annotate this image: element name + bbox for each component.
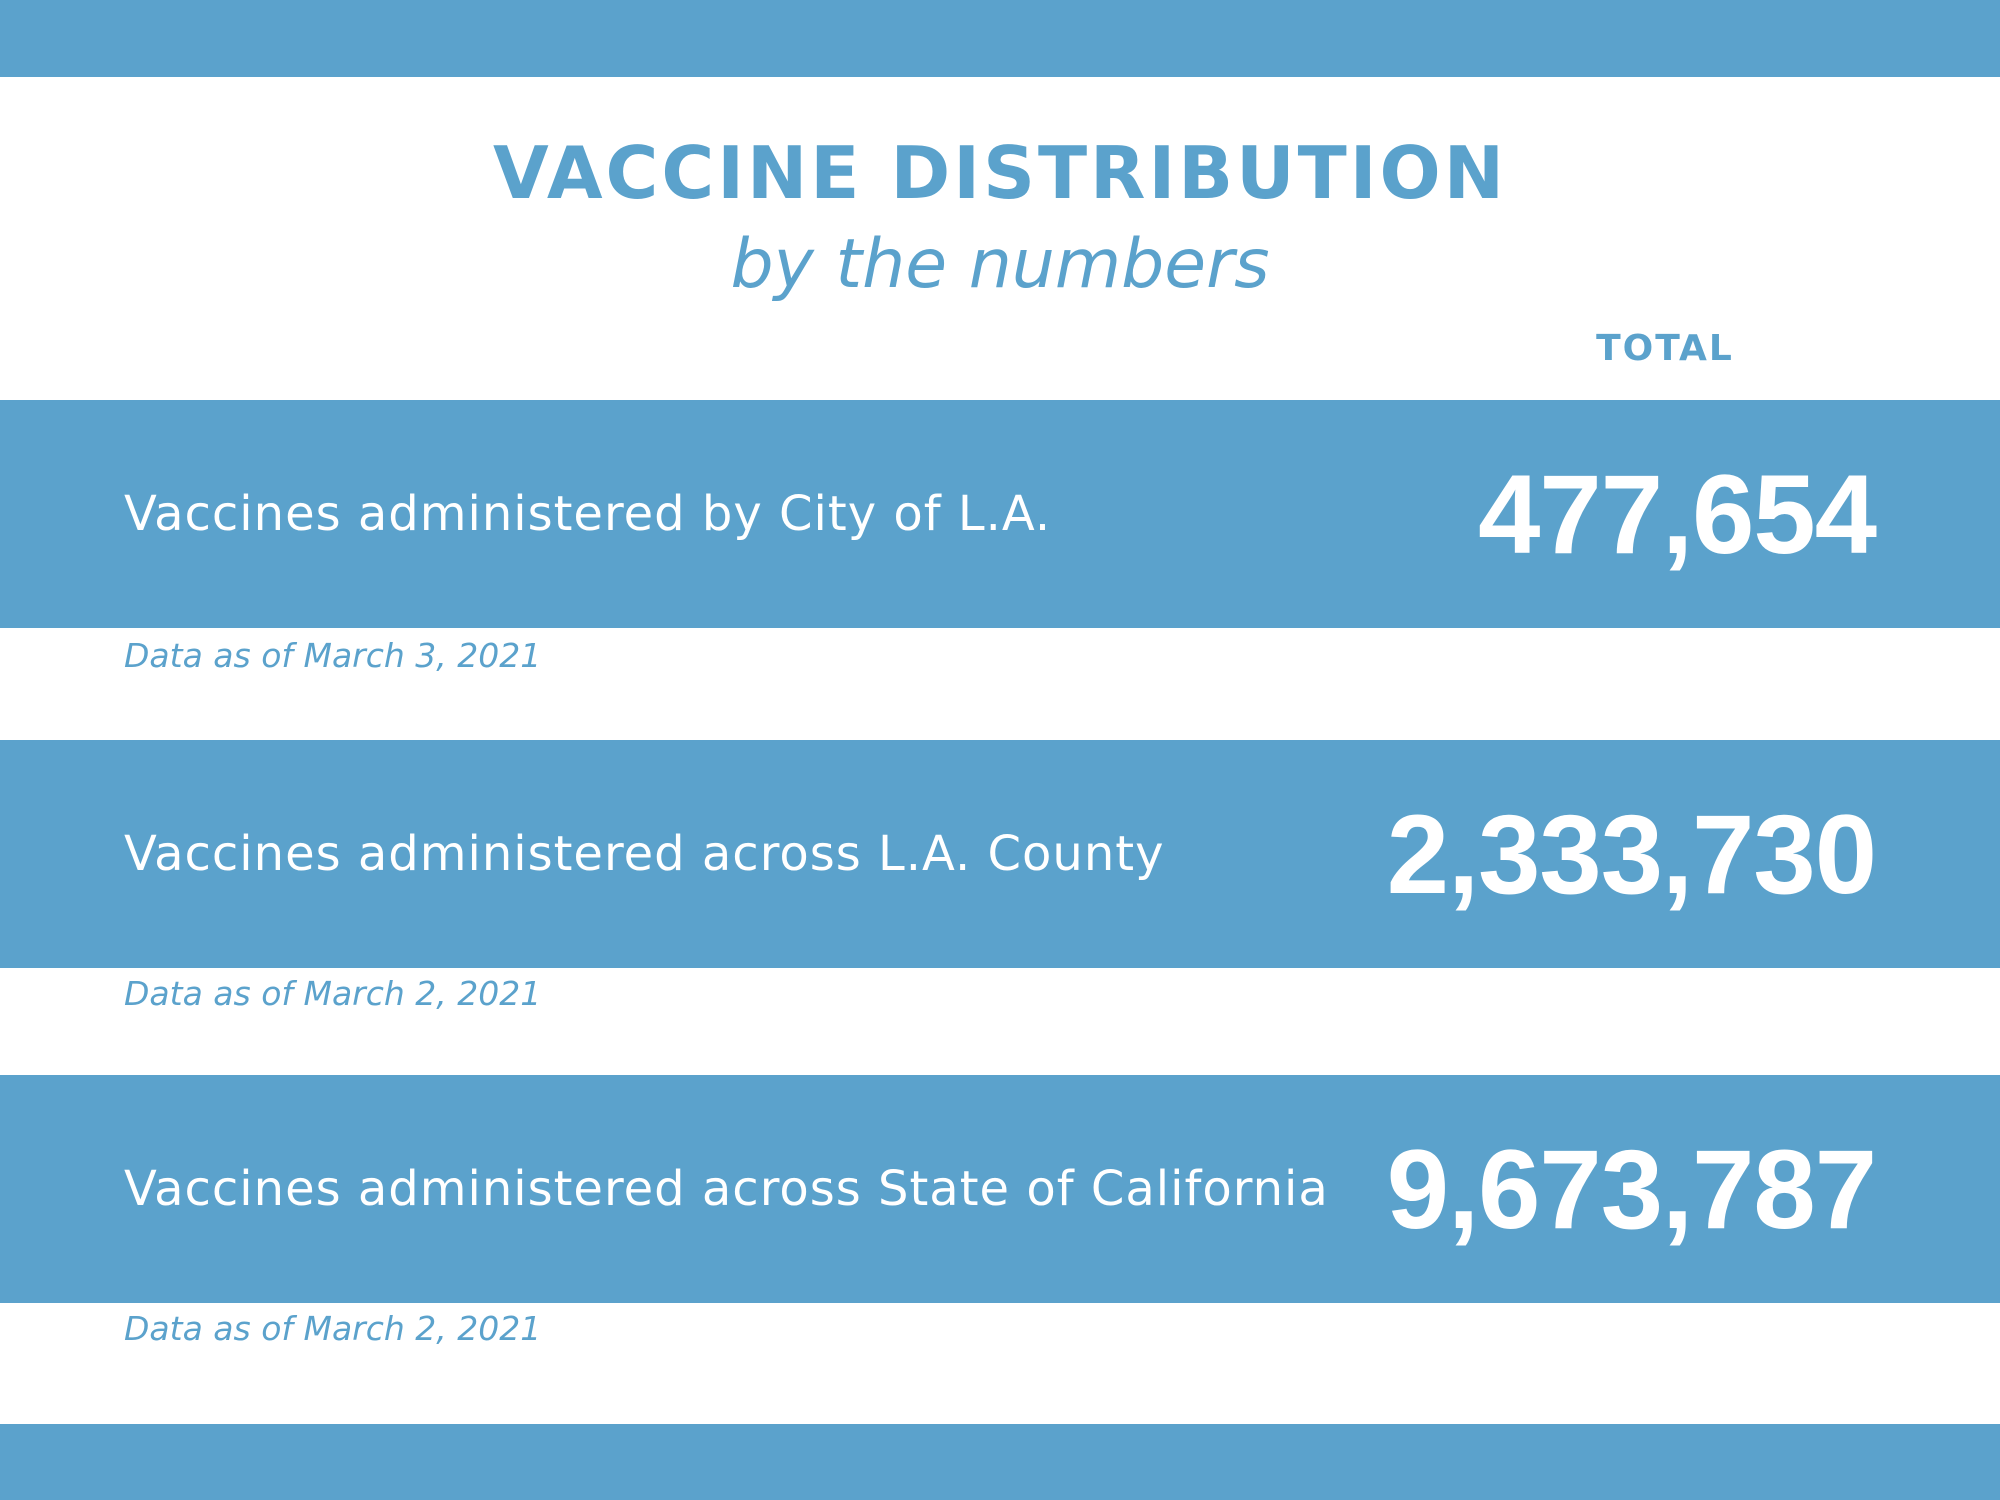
page-title: VACCINE DISTRIBUTION [493,131,1507,215]
stat-label: Vaccines administered by City of L.A. [124,486,1052,542]
bottom-banner [0,1424,2000,1500]
stat-value: 9,673,787 [1386,1126,1877,1252]
data-date-note: Data as of March 3, 2021 [124,636,542,675]
stat-row-county: Vaccines administered across L.A. County… [0,740,2000,968]
stat-value: 477,654 [1478,451,1877,577]
stat-label: Vaccines administered across State of Ca… [124,1161,1329,1217]
stat-label: Vaccines administered across L.A. County [124,826,1165,882]
page-subtitle: by the numbers [730,225,1270,304]
total-column-label: TOTAL [1596,328,1734,369]
top-banner [0,0,2000,77]
stat-value: 2,333,730 [1386,791,1877,917]
data-date-note: Data as of March 2, 2021 [124,1309,542,1348]
stat-row-state: Vaccines administered across State of Ca… [0,1075,2000,1303]
stat-row-city: Vaccines administered by City of L.A. 47… [0,400,2000,628]
data-date-note: Data as of March 2, 2021 [124,974,542,1013]
